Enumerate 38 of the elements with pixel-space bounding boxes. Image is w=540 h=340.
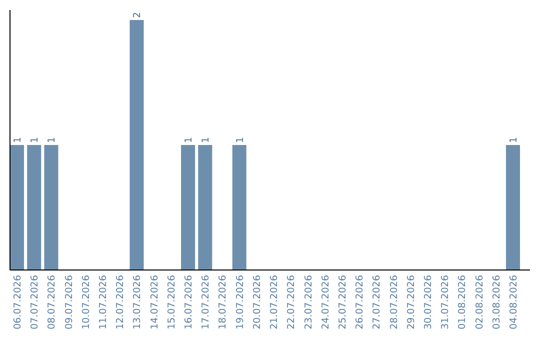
x-tick-label: 30.07.2026	[422, 275, 434, 330]
x-tick-label: 09.07.2026	[64, 275, 75, 330]
x-tick-label: 01.08.2026	[457, 275, 468, 330]
x-tick-label: 23.07.2026	[303, 275, 314, 330]
x-tick-label: 17.07.2026	[200, 275, 212, 330]
data-label: 1	[12, 136, 24, 143]
x-tick-label: 21.07.2026	[269, 275, 280, 330]
x-tick-label: 13.07.2026	[132, 275, 144, 330]
x-tick-label: 26.07.2026	[354, 275, 366, 330]
x-tick-label: 29.07.2026	[406, 275, 417, 330]
x-tick-label: 04.08.2026	[508, 275, 520, 330]
data-label: 2	[132, 12, 144, 18]
x-tick-label: 11.07.2026	[98, 275, 110, 330]
x-tick-label: 22.07.2026	[286, 275, 298, 330]
x-tick-label: 19.07.2026	[234, 275, 246, 330]
x-tick-label: 06.07.2026	[12, 275, 24, 330]
data-label: 1	[200, 136, 212, 143]
data-label: 1	[508, 136, 520, 143]
x-tick-label: 16.07.2026	[184, 275, 195, 330]
x-tick-label: 10.07.2026	[80, 275, 92, 330]
x-tick-label: 24.07.2026	[320, 275, 332, 330]
x-tick-label: 20.07.2026	[252, 275, 263, 330]
x-tick-label: 12.07.2026	[115, 275, 126, 330]
x-tick-label: 15.07.2026	[166, 275, 178, 330]
x-tick-label: 27.07.2026	[372, 275, 383, 330]
data-label: 1	[46, 136, 58, 143]
data-label: 1	[30, 136, 41, 143]
x-tick-label: 18.07.2026	[218, 275, 229, 330]
x-tick-label: 31.07.2026	[440, 275, 452, 330]
x-tick-label: 07.07.2026	[30, 275, 41, 330]
x-tick-label: 03.08.2026	[491, 275, 502, 330]
x-tick-label: 02.08.2026	[474, 275, 486, 330]
x-tick-label: 28.07.2026	[388, 275, 400, 330]
x-tick-label: 08.07.2026	[46, 275, 58, 330]
data-label: 1	[234, 136, 246, 143]
data-label: 1	[184, 136, 195, 143]
x-tick-label: 14.07.2026	[149, 275, 160, 330]
x-tick-label: 25.07.2026	[337, 275, 348, 330]
